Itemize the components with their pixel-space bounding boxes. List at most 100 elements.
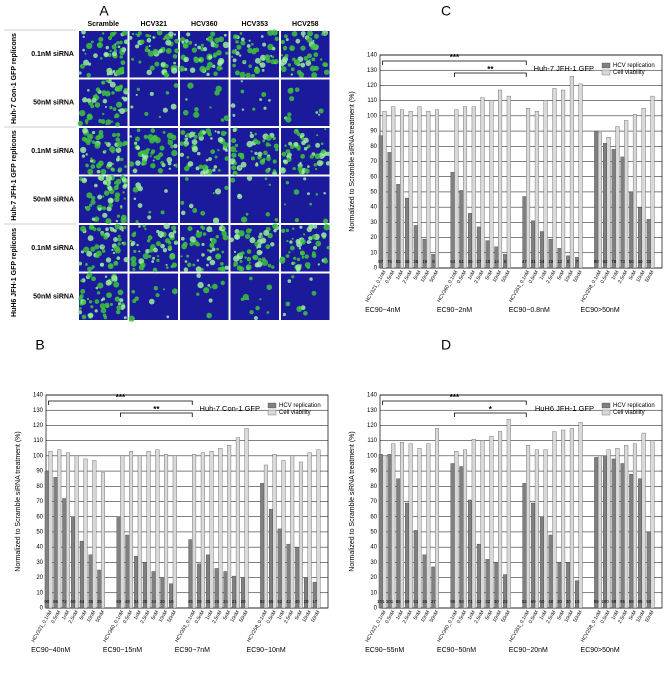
x-tick-label: 50nM [644,610,655,624]
gfp-cell [303,55,309,61]
value-label: 82 [602,259,608,264]
bar [120,455,125,609]
gfp-cell [107,35,113,41]
bar [615,126,620,269]
y-tick-label: 80 [36,484,43,490]
y-tick-label: 40 [36,545,43,551]
y-tick-label: 70 [370,159,377,165]
gfp-cell [88,300,93,304]
gfp-cell [315,240,322,247]
gfp-cell [98,129,104,135]
gfp-cell [229,237,234,243]
gfp-cell [280,62,284,67]
gfp-cell [210,149,216,155]
gfp-cell [265,168,270,174]
gfp-cell [266,311,270,314]
gfp-cell [168,167,172,170]
gfp-cell [121,241,124,245]
bar [396,184,401,269]
gfp-cell [159,145,165,151]
bar [209,451,214,609]
bar [57,449,62,609]
gfp-cell [167,245,173,250]
y-tick-label: 60 [370,174,377,180]
gfp-cell [117,237,122,242]
gfp-cell [180,255,183,258]
bar [48,451,53,609]
gfp-cell [181,40,185,44]
gfp-cell [117,234,121,238]
bar [615,448,620,609]
gfp-cell [321,232,327,238]
bar [552,431,557,609]
gfp-cell [146,239,151,243]
value-label: 65 [268,599,274,604]
value-label: 27 [431,599,437,604]
gfp-cell [145,248,150,254]
value-label: 19 [548,259,554,264]
value-label: 76 [387,259,393,264]
gfp-cell [145,45,149,49]
gfp-cell [209,106,212,109]
gfp-cell [237,193,243,200]
gfp-cell [141,160,145,164]
bar [413,530,418,609]
value-label: 72 [62,599,68,604]
gfp-cell [87,235,94,242]
value-label: 8 [567,259,570,264]
y-tick-label: 50 [370,190,377,196]
gfp-cell [138,60,142,64]
bar [506,95,511,269]
gfp-cell [294,87,300,93]
y-tick-label: 40 [370,545,377,551]
gfp-cell [196,259,200,262]
gfp-cell [272,169,277,173]
y-tick-label: 10 [36,590,43,596]
gfp-cell [274,218,279,222]
group-label: EC90~2nM [437,307,472,314]
gfp-cell [121,229,124,232]
gfp-cell [95,286,99,290]
gfp-cell [191,139,198,145]
bar [522,483,527,609]
gfp-cell [313,65,319,71]
gfp-cell [240,161,247,168]
gfp-cell [210,137,213,140]
gfp-cell [148,34,152,38]
gfp-cell [86,98,92,103]
gfp-cell [100,168,107,175]
bar [316,449,321,609]
gfp-cell [170,265,174,269]
value-label: 29 [197,599,203,604]
gfp-cell [261,91,267,98]
gfp-cell [114,260,118,265]
bar [426,111,431,269]
gfp-cell [232,113,236,117]
y-tick-label: 60 [36,514,43,520]
bar [646,531,651,609]
gfp-cell [273,143,279,149]
micrograph [230,273,279,320]
gfp-cell [100,307,107,314]
gfp-cell [263,106,267,110]
gfp-cell [94,244,100,250]
gfp-cell [214,155,218,159]
bar [396,478,401,609]
gfp-cell [271,29,278,36]
gfp-cell [223,33,227,37]
x-tick-label: 1nM [539,610,549,621]
bar [129,451,134,609]
gfp-cell [189,131,195,138]
value-label: 95 [620,599,626,604]
value-label: 46 [405,259,411,264]
gfp-cell [131,232,136,238]
x-tick-label: 10nM [301,610,312,624]
x-tick-label: 50nM [166,610,177,624]
gfp-cell [98,36,104,42]
value-label: 48 [125,599,131,604]
gfp-cell [157,231,165,238]
gfp-cell [132,299,137,304]
gfp-cell [240,40,246,46]
gfp-cell [123,256,129,263]
x-tick-label: HCV321_0.1nM [365,610,388,644]
